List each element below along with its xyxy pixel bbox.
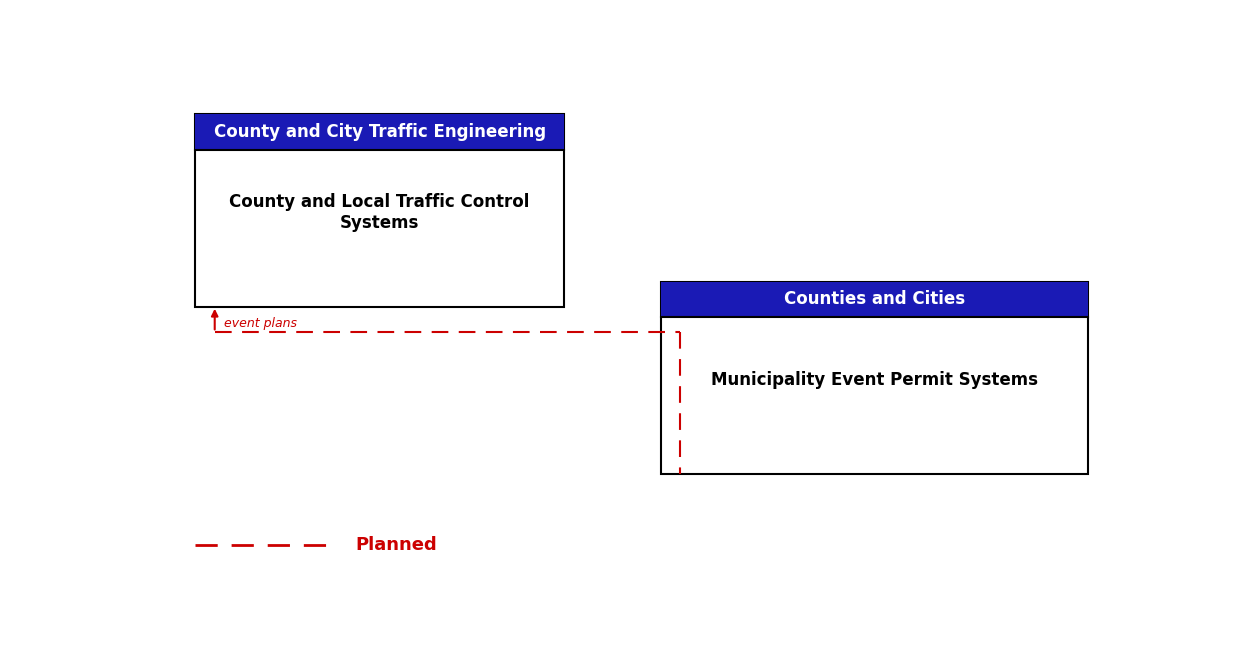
Text: County and Local Traffic Control
Systems: County and Local Traffic Control Systems bbox=[229, 193, 530, 232]
Bar bbox=[661, 282, 1088, 317]
Text: event plans: event plans bbox=[224, 316, 298, 330]
Text: Counties and Cities: Counties and Cities bbox=[784, 290, 965, 309]
Bar bbox=[661, 282, 1088, 474]
Text: County and City Traffic Engineering: County and City Traffic Engineering bbox=[214, 123, 546, 141]
Bar bbox=[195, 114, 563, 307]
Bar bbox=[195, 114, 563, 150]
Text: Planned: Planned bbox=[356, 536, 437, 554]
Text: Municipality Event Permit Systems: Municipality Event Permit Systems bbox=[711, 371, 1038, 389]
